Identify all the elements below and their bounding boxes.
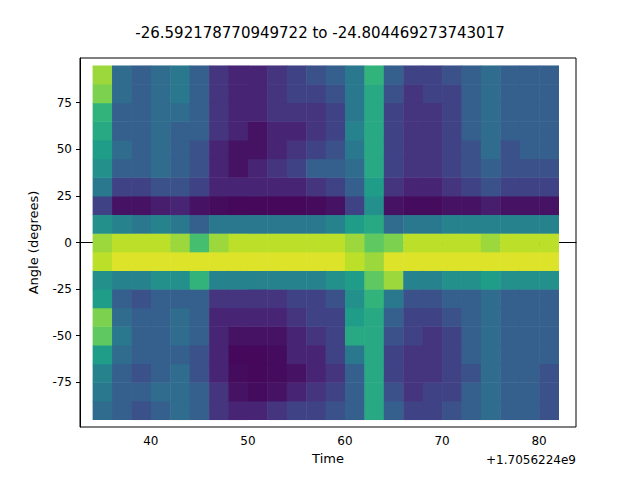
svg-text:0: 0	[64, 236, 72, 250]
svg-text:75: 75	[57, 96, 72, 110]
svg-text:80: 80	[531, 434, 546, 448]
svg-text:-25: -25	[52, 282, 72, 296]
svg-text:50: 50	[240, 434, 255, 448]
svg-text:-75: -75	[52, 375, 72, 389]
svg-text:Time: Time	[311, 451, 344, 466]
svg-text:-26.592178770949722 to -24.804: -26.592178770949722 to -24.8044692737430…	[135, 24, 504, 42]
svg-text:70: 70	[434, 434, 449, 448]
svg-text:-50: -50	[52, 329, 72, 343]
svg-text:60: 60	[337, 434, 352, 448]
svg-text:Angle (degrees): Angle (degrees)	[26, 191, 41, 295]
svg-text:50: 50	[57, 142, 72, 156]
svg-text:40: 40	[143, 434, 158, 448]
svg-text:25: 25	[57, 189, 72, 203]
svg-text:+1.7056224e9: +1.7056224e9	[486, 453, 576, 467]
